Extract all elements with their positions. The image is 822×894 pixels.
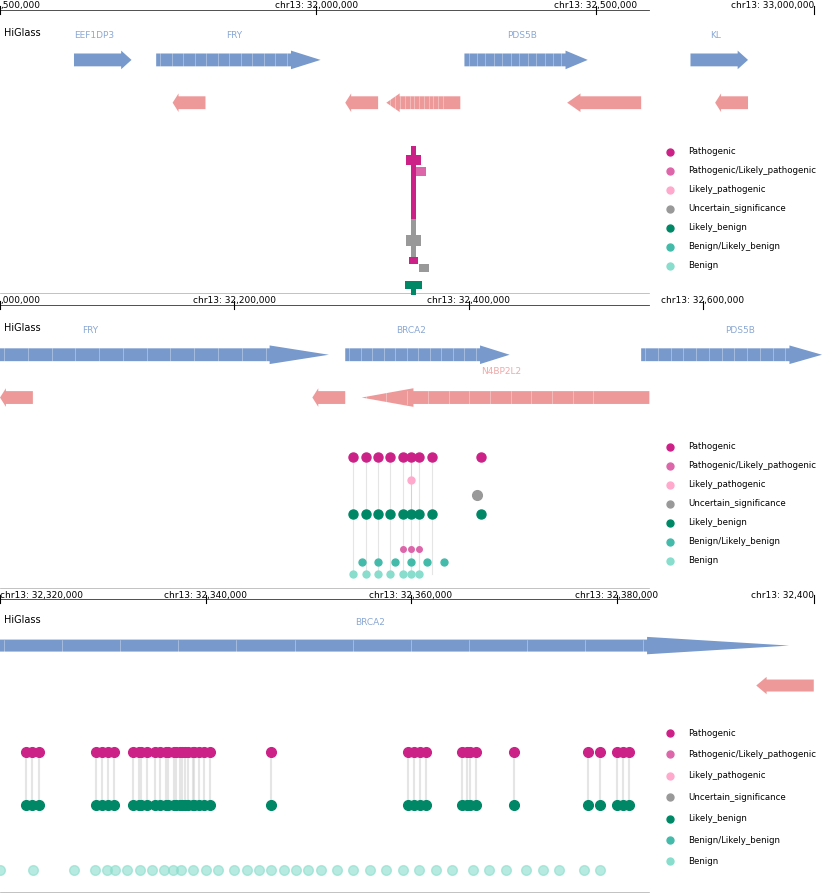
- FancyArrow shape: [567, 93, 641, 112]
- Text: EEF1DP3: EEF1DP3: [75, 31, 114, 40]
- Text: ,000,000: ,000,000: [0, 296, 40, 305]
- FancyArrow shape: [0, 388, 33, 407]
- FancyArrow shape: [345, 93, 378, 112]
- Bar: [406, 235, 421, 246]
- Text: Uncertain_significance: Uncertain_significance: [688, 499, 786, 508]
- Bar: [405, 281, 422, 289]
- Text: Likely_pathogenic: Likely_pathogenic: [688, 185, 765, 194]
- Text: Pathogenic: Pathogenic: [688, 148, 736, 156]
- Text: BRCA2: BRCA2: [396, 325, 426, 334]
- Text: BRCA2: BRCA2: [355, 618, 385, 627]
- Text: Likely_benign: Likely_benign: [688, 814, 747, 823]
- Text: chr13: 32,340,000: chr13: 32,340,000: [164, 591, 247, 600]
- Text: Benign/Likely_benign: Benign/Likely_benign: [688, 537, 780, 546]
- FancyArrow shape: [0, 345, 329, 364]
- Text: Benign/Likely_benign: Benign/Likely_benign: [688, 836, 780, 845]
- Text: Benign: Benign: [688, 261, 718, 270]
- Text: Uncertain_significance: Uncertain_significance: [688, 205, 786, 214]
- Text: Likely_pathogenic: Likely_pathogenic: [688, 480, 765, 489]
- Text: PDS5B: PDS5B: [725, 325, 755, 334]
- Text: chr13: 32,500,000: chr13: 32,500,000: [554, 2, 638, 11]
- Text: chr13: 32,400: chr13: 32,400: [750, 591, 814, 600]
- Text: HiGlass: HiGlass: [4, 28, 41, 38]
- Text: chr13: 32,380,000: chr13: 32,380,000: [575, 591, 658, 600]
- Text: chr13: 33,000,000: chr13: 33,000,000: [731, 2, 814, 11]
- Bar: [411, 219, 416, 261]
- FancyArrow shape: [74, 51, 132, 69]
- Text: chr13: 32,600,000: chr13: 32,600,000: [661, 296, 745, 305]
- Text: KL: KL: [709, 31, 721, 40]
- Text: PDS5B: PDS5B: [507, 31, 537, 40]
- FancyArrow shape: [362, 388, 649, 407]
- Bar: [416, 167, 426, 176]
- Text: Benign/Likely_benign: Benign/Likely_benign: [688, 242, 780, 251]
- Text: FRY: FRY: [82, 325, 99, 334]
- Text: Likely_benign: Likely_benign: [688, 224, 747, 232]
- Bar: [419, 265, 429, 272]
- Text: chr13: 32,360,000: chr13: 32,360,000: [369, 591, 453, 600]
- FancyArrow shape: [312, 388, 345, 407]
- Text: Uncertain_significance: Uncertain_significance: [688, 793, 786, 802]
- Text: chr13: 32,200,000: chr13: 32,200,000: [193, 296, 275, 305]
- Text: N4BP2L2: N4BP2L2: [482, 367, 521, 376]
- Bar: [411, 284, 416, 295]
- FancyArrow shape: [690, 51, 748, 69]
- FancyArrow shape: [756, 677, 814, 695]
- FancyArrow shape: [345, 345, 510, 364]
- FancyArrow shape: [464, 51, 588, 69]
- Text: Likely_benign: Likely_benign: [688, 519, 747, 527]
- FancyArrow shape: [156, 51, 321, 69]
- FancyArrow shape: [0, 637, 789, 654]
- Text: chr13: 32,320,000: chr13: 32,320,000: [0, 591, 83, 600]
- Text: Benign: Benign: [688, 556, 718, 565]
- Text: Pathogenic/Likely_pathogenic: Pathogenic/Likely_pathogenic: [688, 461, 816, 470]
- Text: ,500,000: ,500,000: [0, 2, 40, 11]
- Text: Pathogenic: Pathogenic: [688, 443, 736, 451]
- Bar: [406, 155, 421, 165]
- Text: Pathogenic/Likely_pathogenic: Pathogenic/Likely_pathogenic: [688, 166, 816, 175]
- Text: FRY: FRY: [226, 31, 242, 40]
- Text: chr13: 32,400,000: chr13: 32,400,000: [427, 296, 510, 305]
- Text: chr13: 32,000,000: chr13: 32,000,000: [275, 2, 358, 11]
- FancyArrow shape: [173, 93, 206, 112]
- Bar: [409, 257, 418, 265]
- Text: HiGlass: HiGlass: [4, 323, 41, 333]
- Text: Pathogenic: Pathogenic: [688, 729, 736, 738]
- Bar: [411, 146, 416, 219]
- FancyArrow shape: [641, 345, 822, 364]
- Text: HiGlass: HiGlass: [4, 615, 41, 625]
- Text: Pathogenic/Likely_pathogenic: Pathogenic/Likely_pathogenic: [688, 750, 816, 759]
- Text: Benign: Benign: [688, 857, 718, 866]
- FancyArrow shape: [715, 93, 748, 112]
- FancyArrow shape: [386, 93, 460, 112]
- Text: Likely_pathogenic: Likely_pathogenic: [688, 772, 765, 780]
